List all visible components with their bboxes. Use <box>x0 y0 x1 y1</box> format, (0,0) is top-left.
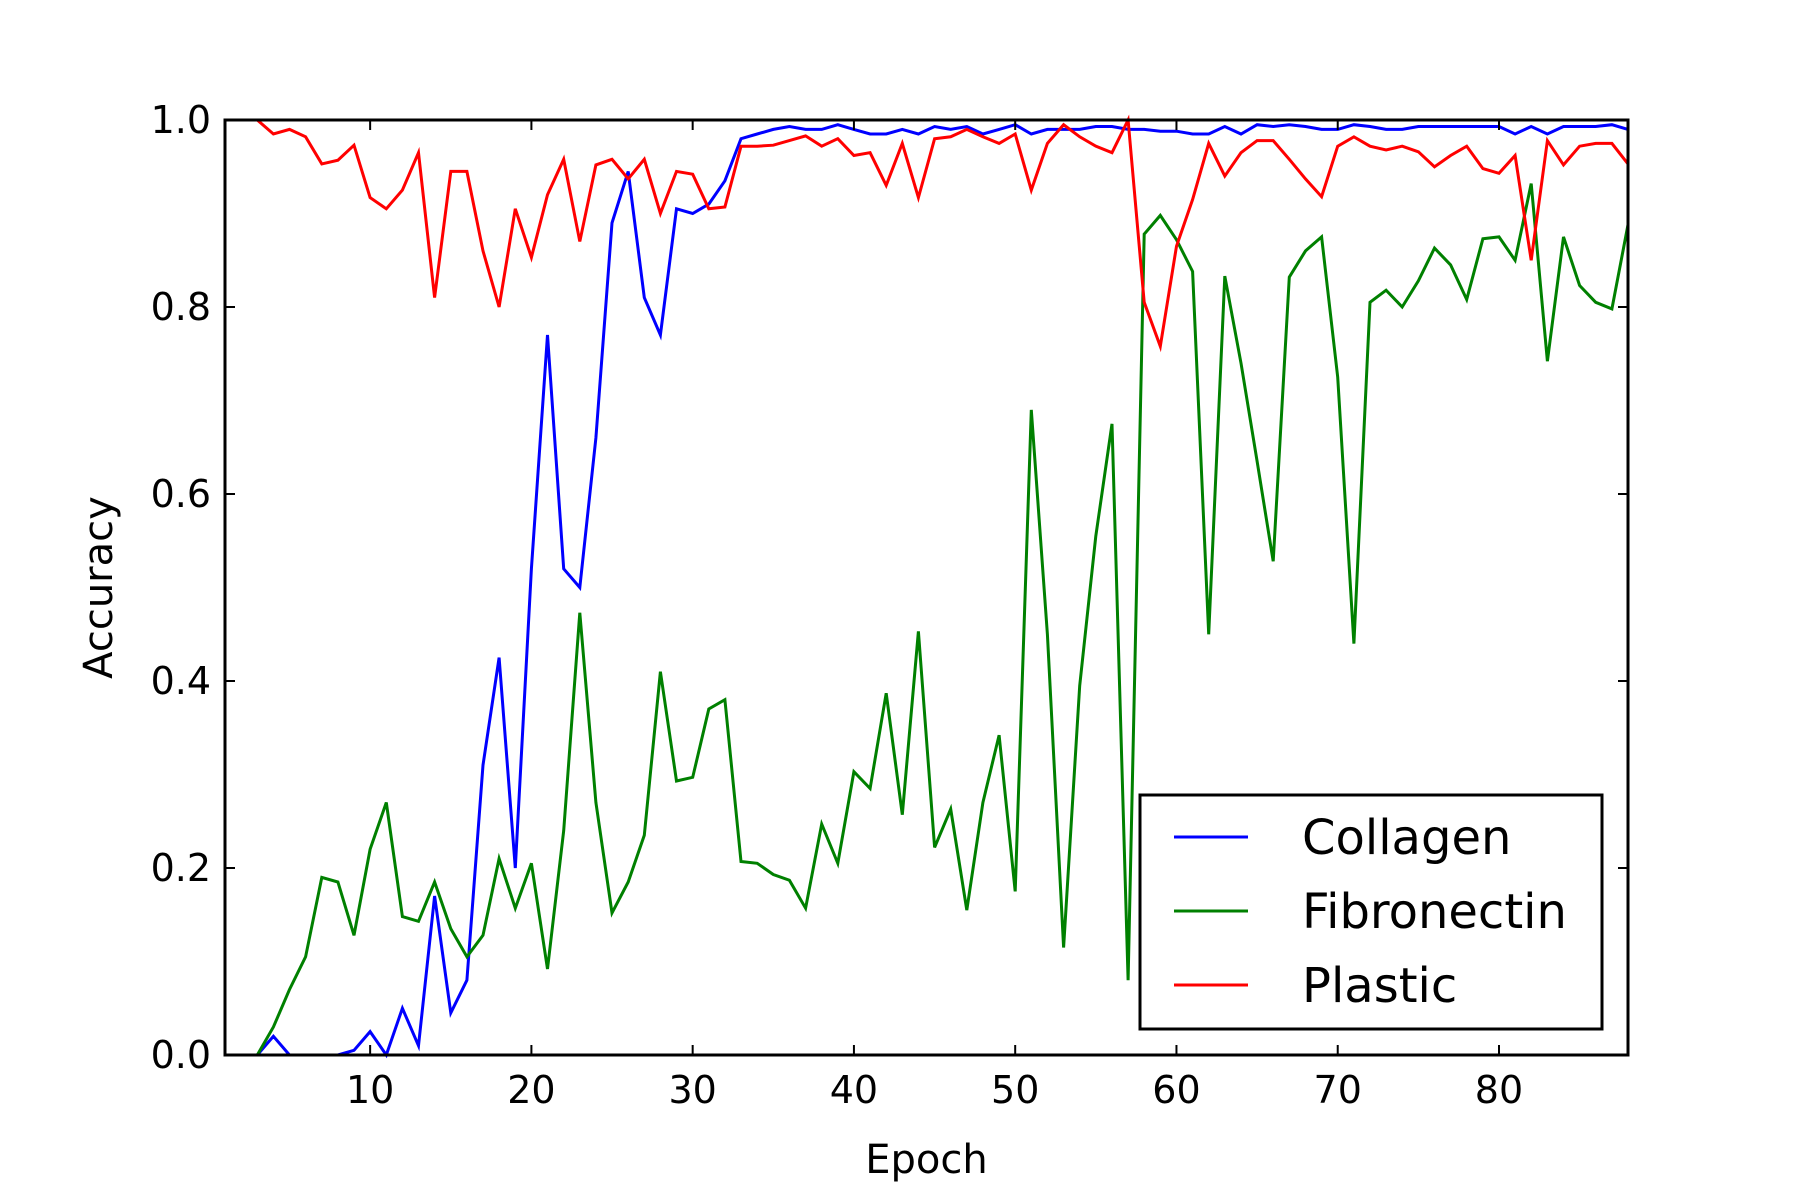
series-layer <box>255 114 1630 1059</box>
y-axis-label: Accuracy <box>76 496 122 679</box>
legend-label-fibronectin: Fibronectin <box>1302 884 1567 940</box>
x-tick-label: 20 <box>507 1068 555 1112</box>
y-tick-label: 1.0 <box>151 98 211 142</box>
y-tick-label: 0.6 <box>151 472 211 516</box>
y-tick-label: 0.0 <box>151 1033 211 1077</box>
series-line-collagen <box>256 123 1629 1059</box>
x-tick-label: 10 <box>346 1068 394 1112</box>
x-axis-label: Epoch <box>865 1137 987 1183</box>
y-tick-label: 0.8 <box>151 285 211 329</box>
y-tick-label: 0.4 <box>151 659 211 703</box>
legend-entries: Collagen Fibronectin Plastic <box>1174 810 1567 1014</box>
x-tick-label: 30 <box>668 1068 716 1112</box>
plot-frame <box>223 118 1630 1057</box>
series-line-plastic <box>256 114 1630 353</box>
x-tick-label: 50 <box>991 1068 1039 1112</box>
x-tick-label: 70 <box>1314 1068 1362 1112</box>
legend: Collagen Fibronectin Plastic <box>1138 793 1604 1031</box>
series-line-fibronectin <box>255 183 1630 1056</box>
x-tick-label: 40 <box>830 1068 878 1112</box>
legend-label-plastic: Plastic <box>1302 958 1457 1014</box>
x-tick-label: 60 <box>1152 1068 1200 1112</box>
legend-label-collagen: Collagen <box>1302 810 1511 866</box>
x-tick-label: 80 <box>1475 1068 1523 1112</box>
y-tick-label: 0.2 <box>151 846 211 890</box>
tick-layer: 10 20 30 40 50 60 70 80 0.0 0.2 0.4 0.6 0.8 1.0 <box>151 98 1628 1112</box>
